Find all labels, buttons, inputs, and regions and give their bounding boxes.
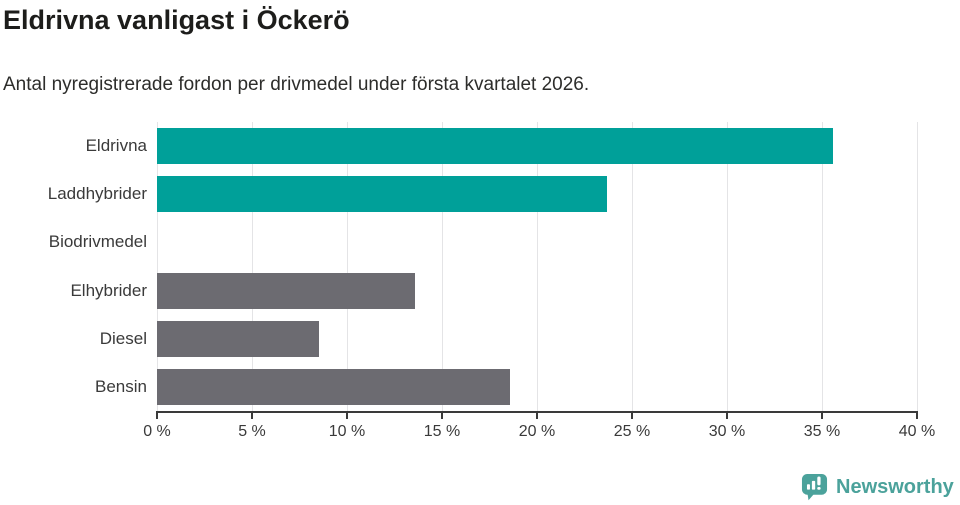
x-axis-tick-label: 35 % bbox=[803, 423, 841, 440]
x-axis-tick bbox=[631, 413, 633, 419]
gridline bbox=[727, 122, 728, 411]
category-label: Biodrivmedel bbox=[48, 232, 147, 252]
x-axis-tick bbox=[536, 413, 538, 419]
chart-subtitle: Antal nyregistrerade fordon per drivmede… bbox=[3, 74, 590, 95]
x-axis-tick-label: 30 % bbox=[708, 423, 746, 440]
x-axis-tick-label: 15 % bbox=[423, 423, 461, 440]
newsworthy-logo-icon bbox=[801, 473, 828, 501]
x-axis-tick-label: 20 % bbox=[518, 423, 556, 440]
x-axis-tick-label: 40 % bbox=[898, 423, 936, 440]
category-label: Diesel bbox=[99, 328, 147, 348]
bar bbox=[157, 368, 511, 405]
bar bbox=[157, 176, 608, 213]
x-axis-line bbox=[156, 411, 918, 413]
gridline bbox=[917, 122, 918, 411]
gridline bbox=[822, 122, 823, 411]
bar-row bbox=[157, 170, 917, 218]
x-axis-tick-label: 10 % bbox=[328, 423, 366, 440]
plot-area bbox=[157, 122, 918, 411]
gridline bbox=[442, 122, 443, 411]
bar bbox=[157, 320, 319, 357]
newsworthy-wordmark: Newsworthy bbox=[836, 475, 954, 498]
bar-row bbox=[157, 122, 917, 170]
x-axis-tick-labels: 0 % 5 % 10 % 15 % 20 % 25 % 30 % 35 % 40 % bbox=[143, 423, 935, 447]
gridline bbox=[632, 122, 633, 411]
bar-row bbox=[157, 267, 917, 315]
category-labels: Eldrivna Laddhybrider Biodrivmedel Elhybrid… bbox=[0, 122, 147, 411]
x-axis-tick bbox=[156, 413, 158, 419]
x-axis-tick bbox=[251, 413, 253, 419]
x-axis-ticks bbox=[156, 413, 918, 419]
bar-row bbox=[157, 315, 917, 363]
newsworthy-logo: Newsworthy bbox=[801, 473, 954, 501]
bar bbox=[157, 128, 834, 165]
chart-title: Eldrivna vanligast i Öckerö bbox=[3, 5, 350, 35]
x-axis-tick bbox=[821, 413, 823, 419]
gridline bbox=[347, 122, 348, 411]
x-axis-tick bbox=[726, 413, 728, 419]
category-label: Eldrivna bbox=[85, 136, 147, 156]
x-axis-tick-label: 0 % bbox=[143, 423, 171, 440]
x-axis-tick-label: 25 % bbox=[613, 423, 651, 440]
category-label: Bensin bbox=[95, 376, 147, 396]
bar-row bbox=[157, 218, 917, 266]
gridline bbox=[157, 122, 158, 411]
bar bbox=[157, 272, 416, 309]
bar-row bbox=[157, 363, 917, 411]
gridline bbox=[252, 122, 253, 411]
category-label: Laddhybrider bbox=[47, 184, 147, 204]
gridline bbox=[537, 122, 538, 411]
category-label: Elhybrider bbox=[70, 280, 147, 300]
x-axis-tick bbox=[916, 413, 918, 419]
x-axis-tick-label: 5 % bbox=[238, 423, 266, 440]
x-axis-tick bbox=[441, 413, 443, 419]
x-axis-tick bbox=[346, 413, 348, 419]
